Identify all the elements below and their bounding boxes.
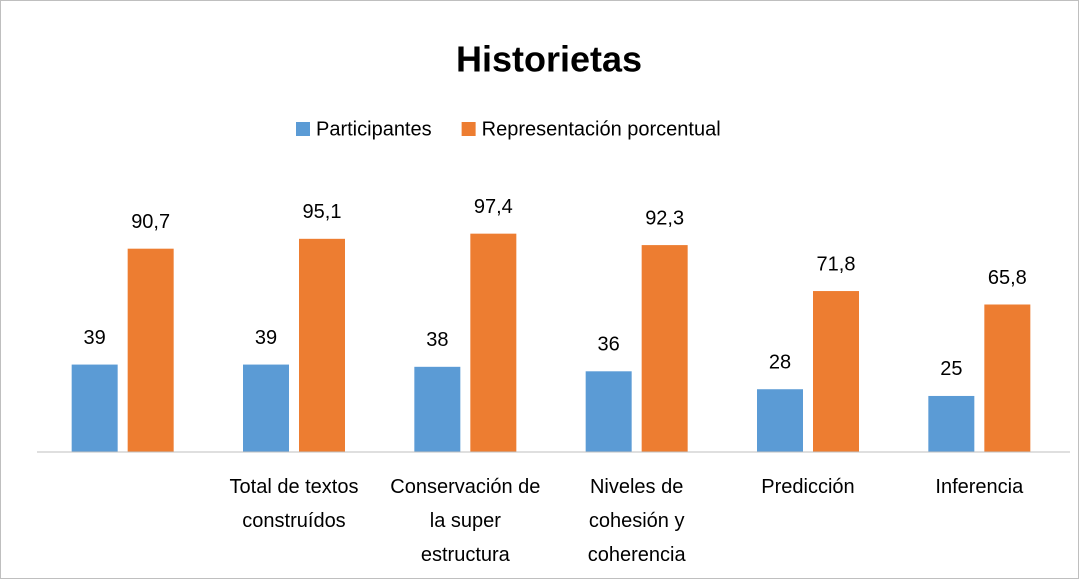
x-tick-label: Predicción xyxy=(761,476,855,498)
data-label: 90,7 xyxy=(131,211,170,233)
x-tick-label: Conservación de la super estructura xyxy=(390,476,541,566)
bar xyxy=(243,364,289,452)
data-label: 92,3 xyxy=(645,207,684,229)
data-label: 39 xyxy=(84,327,106,349)
legend-swatch xyxy=(296,122,310,136)
data-label: 25 xyxy=(940,358,962,380)
chart-title: Historietas xyxy=(456,39,642,80)
data-label: 97,4 xyxy=(474,196,513,218)
bar xyxy=(757,389,803,452)
bar xyxy=(414,366,461,452)
data-label: 65,8 xyxy=(988,267,1027,289)
legend-label: Participantes xyxy=(316,118,432,140)
bar xyxy=(984,304,1031,452)
data-label: 36 xyxy=(598,334,620,356)
data-label: 71,8 xyxy=(817,253,856,275)
bar xyxy=(299,238,345,452)
bar xyxy=(585,371,632,452)
legend-swatch xyxy=(461,122,476,136)
bar xyxy=(71,364,118,452)
data-label: 28 xyxy=(769,352,791,374)
bar xyxy=(641,245,688,452)
data-label: 39 xyxy=(255,327,277,349)
x-tick-label: Inferencia xyxy=(935,476,1024,498)
bar xyxy=(928,395,975,452)
data-label: 38 xyxy=(426,329,448,351)
x-tick-label: Total de textos construídos xyxy=(229,476,359,532)
bar xyxy=(127,248,174,452)
x-tick-label: Niveles de cohesión y coherencia xyxy=(587,476,686,566)
data-label: 95,1 xyxy=(303,201,342,223)
bar xyxy=(470,233,517,452)
bar xyxy=(813,291,859,452)
legend-label: Representación porcentual xyxy=(482,118,721,140)
